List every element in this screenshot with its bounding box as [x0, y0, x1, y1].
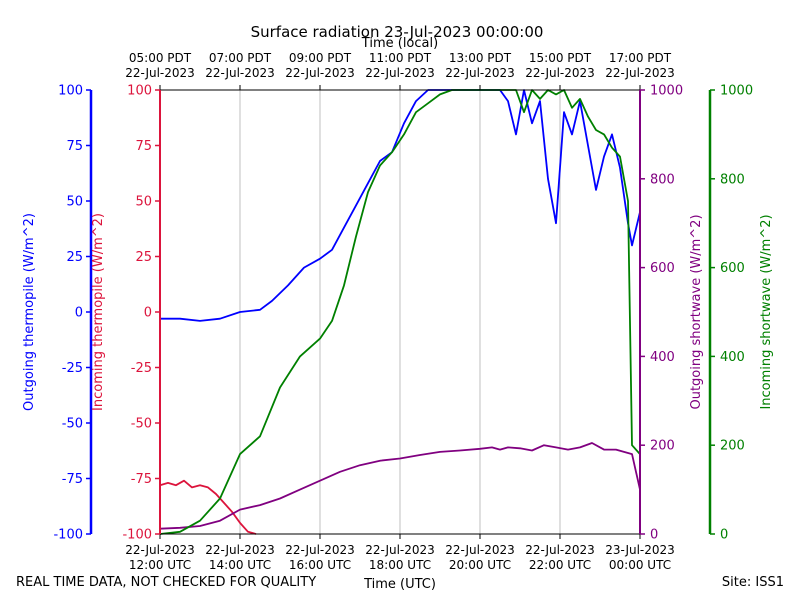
top-axis-label: Time (local): [361, 36, 438, 51]
y-tick-label: 200: [720, 439, 745, 454]
y-tick-label: -75: [131, 472, 152, 487]
incoming-thermopile-axis-label: Incoming thermopile (W/m^2): [91, 213, 106, 411]
x-tick-label-utc: 22-Jul-2023: [285, 543, 355, 557]
x-tick-label-local: 22-Jul-2023: [605, 66, 675, 80]
y-tick-label: 100: [127, 84, 152, 99]
y-tick-label: -100: [122, 528, 152, 543]
x-tick-label-local: 15:00 PDT: [529, 51, 592, 65]
y-tick-label: 400: [720, 350, 745, 365]
x-tick-label-utc: 14:00 UTC: [209, 558, 271, 572]
x-tick-label-utc: 12:00 UTC: [129, 558, 191, 572]
x-tick-label-utc: 16:00 UTC: [289, 558, 351, 572]
x-tick-label-local: 11:00 PDT: [369, 51, 432, 65]
x-tick-label-utc: 00:00 UTC: [609, 558, 671, 572]
outgoing-shortwave-axis-label: Outgoing shortwave (W/m^2): [689, 214, 704, 409]
y-tick-label: 800: [650, 172, 675, 187]
y-tick-label: 600: [650, 261, 675, 276]
x-tick-label-utc: 18:00 UTC: [369, 558, 431, 572]
chart-title: Surface radiation 23-Jul-2023 00:00:00: [251, 23, 544, 41]
y-tick-label: -75: [62, 472, 83, 487]
y-tick-label: 1000: [720, 84, 753, 99]
y-tick-label: 75: [135, 139, 152, 154]
y-tick-label: 200: [650, 439, 675, 454]
y-tick-label: 25: [66, 250, 83, 265]
y-tick-label: 100: [58, 84, 83, 99]
y-tick-label: -50: [131, 417, 152, 432]
x-tick-label-utc: 22-Jul-2023: [365, 543, 435, 557]
y-tick-label: -50: [62, 417, 83, 432]
y-tick-label: 0: [720, 528, 728, 543]
x-tick-label-local: 22-Jul-2023: [285, 66, 355, 80]
y-tick-label: 25: [135, 250, 152, 265]
x-tick-label-utc: 20:00 UTC: [449, 558, 511, 572]
x-tick-label-local: 22-Jul-2023: [365, 66, 435, 80]
x-tick-label-local: 07:00 PDT: [209, 51, 272, 65]
y-tick-label: -25: [131, 361, 152, 376]
y-tick-label: 400: [650, 350, 675, 365]
y-tick-label: 50: [66, 195, 83, 210]
y-tick-label: 0: [75, 306, 83, 321]
y-tick-label: -100: [53, 528, 83, 543]
site-label: Site: ISS1: [721, 575, 784, 590]
bottom-axis-label: Time (UTC): [363, 577, 436, 592]
x-tick-label-local: 22-Jul-2023: [445, 66, 515, 80]
y-tick-label: 600: [720, 261, 745, 276]
x-tick-label-local: 09:00 PDT: [289, 51, 352, 65]
x-tick-label-local: 13:00 PDT: [449, 51, 512, 65]
y-tick-label: 75: [66, 139, 83, 154]
outgoing-shortwave-line: [159, 442, 641, 530]
x-tick-label-utc: 22-Jul-2023: [525, 543, 595, 557]
y-tick-label: 50: [135, 195, 152, 210]
x-tick-label-local: 22-Jul-2023: [525, 66, 595, 80]
x-tick-label-local: 17:00 PDT: [609, 51, 672, 65]
outgoing-thermopile-axis-label: Outgoing thermopile (W/m^2): [22, 213, 37, 411]
y-tick-label: 800: [720, 172, 745, 187]
y-tick-label: -25: [62, 361, 83, 376]
x-tick-label-local: 22-Jul-2023: [205, 66, 275, 80]
x-tick-label-utc: 23-Jul-2023: [605, 543, 675, 557]
x-tick-label-local: 22-Jul-2023: [125, 66, 195, 80]
x-tick-label-utc: 22-Jul-2023: [445, 543, 515, 557]
y-tick-label: 0: [650, 528, 658, 543]
y-axes: -100 -75 -50 -25 0 25 50 75 100 -100 -75 -50 -25 0 25 5…: [53, 84, 753, 543]
vertical-gridlines: [239, 90, 561, 534]
incoming-shortwave-axis-label: Incoming shortwave (W/m^2): [759, 214, 774, 409]
x-tick-label-local: 05:00 PDT: [129, 51, 192, 65]
y-tick-label: 0: [144, 306, 152, 321]
x-tick-label-utc: 22-Jul-2023: [125, 543, 195, 557]
quality-note: REAL TIME DATA, NOT CHECKED FOR QUALITY: [16, 575, 317, 590]
y-tick-label: 1000: [650, 84, 683, 99]
x-tick-label-utc: 22-Jul-2023: [205, 543, 275, 557]
x-tick-label-utc: 22:00 UTC: [529, 558, 591, 572]
incoming-thermopile-line: [159, 479, 257, 535]
